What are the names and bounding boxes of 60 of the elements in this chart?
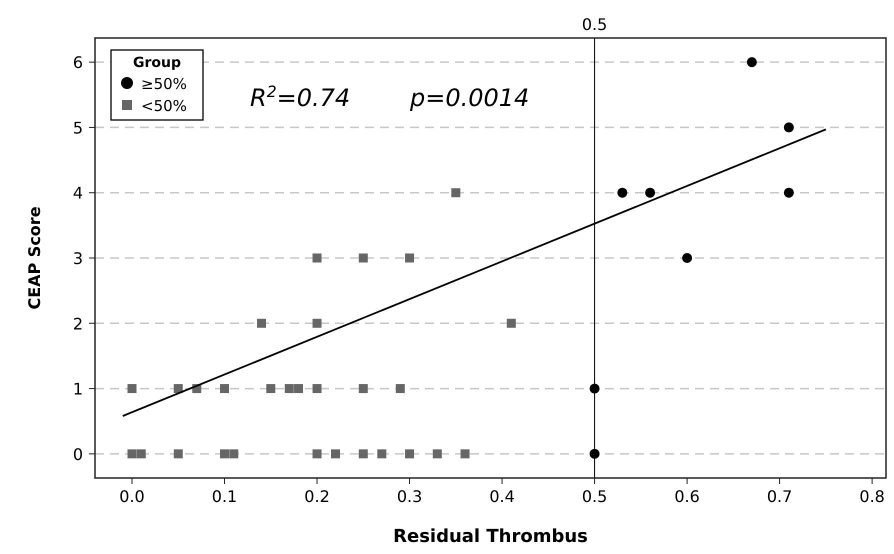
annotation: p=0.0014 [409,84,530,112]
y-tick-label: 0 [72,444,83,464]
x-tick-label: 0.0 [119,487,145,506]
x-tick-label: 0.3 [396,487,422,506]
point [331,449,340,458]
point [284,384,294,394]
point [432,449,442,458]
point [506,318,516,328]
point [358,254,368,262]
point [174,384,183,394]
point [460,449,470,458]
x-tick-label: 0.8 [859,487,885,506]
x-tick-label: 0.4 [489,487,515,506]
y-tick-label: 6 [72,53,83,72]
x-tick-label: 0.5 [582,487,608,506]
point [257,318,266,328]
x-tick-label: 0.6 [674,487,700,506]
y-tick-label: 4 [72,184,83,203]
point [312,318,322,328]
point [136,449,146,458]
point [294,384,304,394]
ref-line-label: 0.5 [582,15,608,34]
x-axis-title: Residual Thrombus [393,526,588,547]
point [128,449,137,458]
legend-label: <50% [141,97,187,115]
y-tick-label: 2 [72,314,83,334]
point [590,384,600,394]
point [128,384,137,394]
point [312,449,322,458]
point [266,384,276,394]
legend-label: ≥50% [141,75,187,93]
point [220,384,230,394]
point [358,384,368,394]
y-axis-title: CEAP Score [25,206,44,310]
point [645,188,656,198]
point [405,254,414,262]
legend-title: Group [132,55,182,71]
point [312,384,322,394]
point [358,449,368,458]
point [405,449,414,458]
point [746,57,757,68]
point [377,449,386,458]
point [617,188,628,198]
point [229,449,238,458]
point [312,254,322,262]
x-tick-label: 0.2 [304,487,330,506]
point [590,448,600,459]
point [682,253,692,263]
point [451,188,460,198]
x-tick-label: 0.1 [212,487,238,506]
point [220,449,230,458]
y-tick-label: 5 [72,118,83,138]
y-tick-label: 1 [72,380,83,399]
y-tick-label: 3 [72,249,83,268]
point [174,449,183,458]
point [784,188,794,198]
point [784,122,794,132]
annotation: R$^{2}$=0.74 [250,83,350,112]
point [396,384,405,394]
x-tick-label: 0.7 [766,487,792,506]
